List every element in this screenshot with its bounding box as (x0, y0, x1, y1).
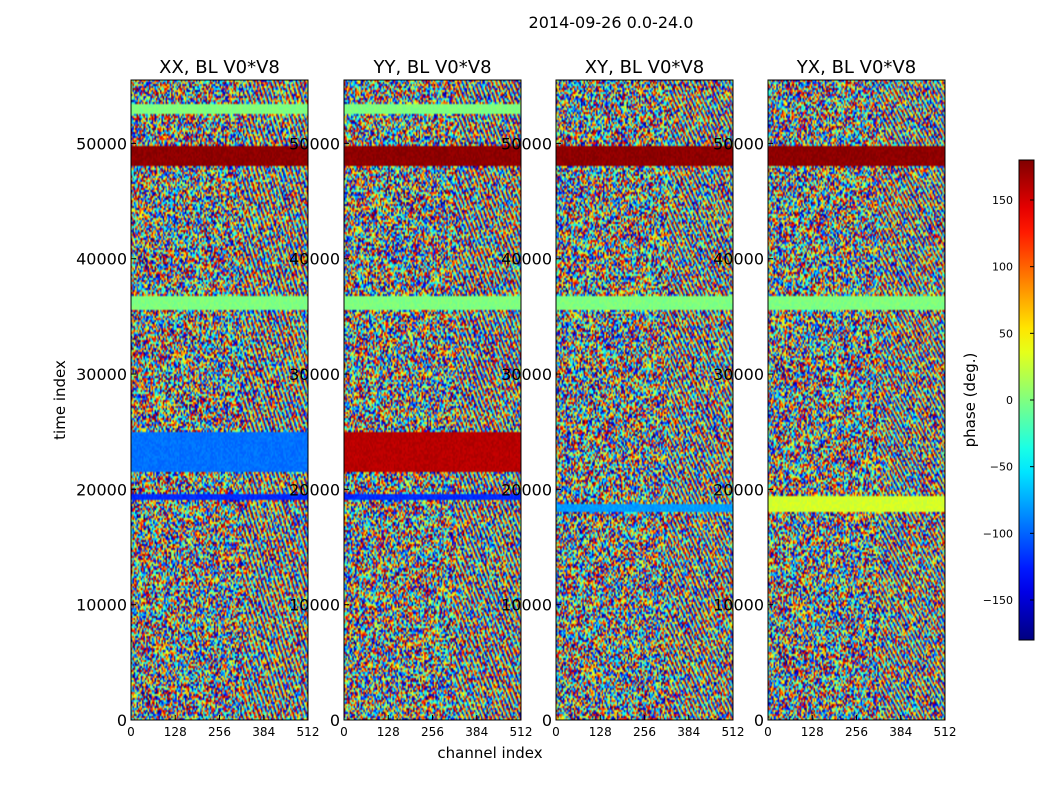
colorbar-tick-label: 0 (1006, 394, 1013, 407)
y-tick-label: 50000 (501, 134, 552, 153)
y-tick-label: 10000 (76, 596, 127, 615)
x-tick-label: 384 (677, 725, 700, 739)
x-tick-label: 512 (510, 725, 533, 739)
panels: XX, BL V0*V8 0 128 256 384 512 0 10000 20000 3000… (76, 57, 956, 739)
phase-heatmap-xx (131, 80, 308, 720)
y-tick-label: 0 (117, 711, 127, 730)
x-tick-label: 0 (552, 725, 560, 739)
panel-yx: YX, BL V0*V8 0 128 256 384 512 0 10000 20000 3000… (713, 57, 956, 739)
y-tick-label: 0 (330, 711, 340, 730)
x-tick-label: 0 (127, 725, 135, 739)
panel-title: XY, BL V0*V8 (585, 57, 704, 78)
colorbar-tick-label: −50 (990, 461, 1013, 474)
panel-xy: XY, BL V0*V8 0 128 256 384 512 0 10000 20000 3000… (501, 57, 744, 739)
x-tick-label: 384 (252, 725, 275, 739)
colorbar-tick-label: 100 (992, 261, 1013, 274)
y-tick-label: 0 (754, 711, 764, 730)
y-axis-label: time index (51, 360, 69, 440)
x-tick-label: 256 (845, 725, 868, 739)
y-tick-label: 30000 (289, 365, 340, 384)
colorbar-tick-label: 50 (999, 327, 1013, 340)
y-tick-label: 20000 (501, 480, 552, 499)
x-tick-label: 512 (297, 725, 320, 739)
y-tick-label: 10000 (289, 596, 340, 615)
y-tick-label: 30000 (76, 365, 127, 384)
panel-xx: XX, BL V0*V8 0 128 256 384 512 0 10000 20000 3000… (76, 57, 319, 739)
y-tick-label: 40000 (76, 250, 127, 269)
y-tick-label: 30000 (713, 365, 764, 384)
y-tick-label: 40000 (289, 250, 340, 269)
x-tick-label: 0 (340, 725, 348, 739)
y-tick-label: 20000 (76, 480, 127, 499)
panel-title: YY, BL V0*V8 (372, 57, 491, 78)
colorbar-tick-label: −150 (983, 594, 1013, 607)
y-tick-label: 30000 (501, 365, 552, 384)
y-tick-label: 40000 (713, 250, 764, 269)
x-tick-label: 512 (934, 725, 957, 739)
x-tick-label: 384 (889, 725, 912, 739)
x-tick-label: 512 (722, 725, 745, 739)
x-tick-label: 128 (377, 725, 400, 739)
y-tick-label: 40000 (501, 250, 552, 269)
phase-heatmap-yy (344, 80, 521, 720)
x-axis-label: channel index (437, 744, 542, 762)
x-tick-label: 128 (164, 725, 187, 739)
x-tick-label: 256 (421, 725, 444, 739)
panel-title: YX, BL V0*V8 (796, 57, 916, 78)
y-tick-label: 10000 (713, 596, 764, 615)
x-tick-label: 128 (589, 725, 612, 739)
phase-heatmap-xy (556, 80, 733, 720)
figure-title: 2014-09-26 0.0-24.0 (529, 13, 694, 32)
y-tick-label: 10000 (501, 596, 552, 615)
phase-heatmap-yx (768, 80, 945, 720)
x-tick-label: 256 (208, 725, 231, 739)
x-tick-label: 128 (801, 725, 824, 739)
y-tick-label: 20000 (713, 480, 764, 499)
x-tick-label: 256 (633, 725, 656, 739)
y-tick-label: 50000 (76, 134, 127, 153)
y-tick-label: 50000 (289, 134, 340, 153)
panel-title: XX, BL V0*V8 (159, 57, 280, 78)
colorbar: −150 −100 −50 0 50 100 150 (983, 159, 1035, 641)
colorbar-tick-label: −100 (983, 527, 1013, 540)
x-tick-label: 0 (764, 725, 772, 739)
y-tick-label: 0 (542, 711, 552, 730)
colorbar-label: phase (deg.) (961, 353, 979, 448)
panel-yy: YY, BL V0*V8 0 128 256 384 512 0 10000 20000 3000… (289, 57, 532, 739)
y-tick-label: 50000 (713, 134, 764, 153)
y-tick-label: 20000 (289, 480, 340, 499)
colorbar-tick-label: 150 (992, 194, 1013, 207)
x-tick-label: 384 (465, 725, 488, 739)
